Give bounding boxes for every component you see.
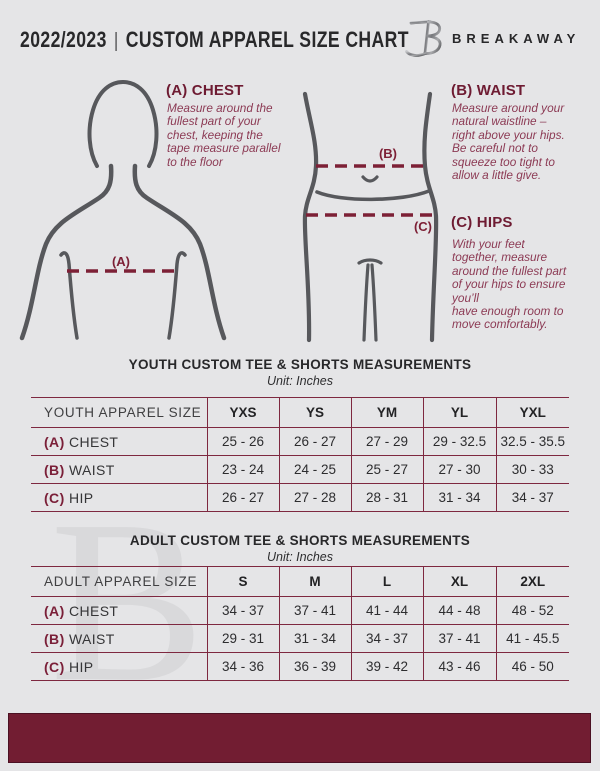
youth-size-table: YOUTH APPAREL SIZE YXS YS YM YL YXL (A) … <box>31 397 569 512</box>
row-label: (A) CHEST <box>31 427 207 456</box>
row-label: (C) HIP <box>31 483 207 512</box>
size-cell: 41 - 45.5 <box>495 624 569 653</box>
size-cell: 37 - 41 <box>422 624 496 653</box>
column-header: YS <box>278 397 351 428</box>
size-cell: 41 - 44 <box>350 596 423 625</box>
adult-header-row: ADULT APPAREL SIZE S M L XL 2XL <box>31 566 569 597</box>
column-header: 2XL <box>495 566 569 597</box>
breakaway-b-logo-icon <box>405 20 442 57</box>
hips-heading: (C) HIPS <box>451 214 513 231</box>
table-row-chest: (A) CHEST 25 - 26 26 - 27 27 - 29 29 - 3… <box>31 427 569 456</box>
size-cell: 26 - 27 <box>278 427 351 456</box>
column-header: M <box>278 566 351 597</box>
chest-figure-illustration: (A) <box>15 78 255 346</box>
youth-header-row: YOUTH APPAREL SIZE YXS YS YM YL YXL <box>31 397 569 428</box>
footer-accent-bar <box>8 713 591 763</box>
waist-heading: (B) WAIST <box>451 82 526 99</box>
size-cell: 44 - 48 <box>422 596 496 625</box>
size-cell: 37 - 41 <box>278 596 351 625</box>
size-cell: 23 - 24 <box>206 455 279 484</box>
column-header: ADULT APPAREL SIZE <box>31 566 207 597</box>
waist-marker-label: (B) <box>379 146 397 161</box>
adult-table-title: ADULT CUSTOM TEE & SHORTS MEASUREMENTS <box>129 533 471 548</box>
adult-size-table: ADULT APPAREL SIZE S M L XL 2XL (A) CHES… <box>31 566 569 681</box>
page-title-year: 2022/2023 <box>20 27 107 52</box>
brand-name: BREAKAWAY <box>452 31 581 46</box>
table-row-hip: (C) HIP 34 - 36 36 - 39 39 - 42 43 - 46 … <box>31 652 569 681</box>
size-cell: 48 - 52 <box>495 596 569 625</box>
column-header: YXL <box>495 397 569 428</box>
waist-instructions: Measure around your natural waistline – … <box>452 101 565 183</box>
size-cell: 34 - 37 <box>350 624 423 653</box>
size-cell: 31 - 34 <box>278 624 351 653</box>
table-row-waist: (B) WAIST 23 - 24 24 - 25 25 - 27 27 - 3… <box>31 455 569 484</box>
table-row-hip: (C) HIP 26 - 27 27 - 28 28 - 31 31 - 34 … <box>31 483 569 512</box>
column-header: XL <box>422 566 496 597</box>
size-cell: 43 - 46 <box>422 652 496 681</box>
column-header: S <box>206 566 279 597</box>
size-cell: 27 - 30 <box>422 455 496 484</box>
size-cell: 24 - 25 <box>278 455 351 484</box>
row-label: (C) HIP <box>31 652 207 681</box>
chest-instructions: Measure around the fullest part of your … <box>167 101 281 169</box>
chest-marker-label: (A) <box>112 254 130 269</box>
page-title: 2022/2023 | CUSTOM APPAREL SIZE CHART <box>20 27 409 53</box>
size-cell: 39 - 42 <box>350 652 423 681</box>
chest-heading: (A) CHEST <box>166 82 244 99</box>
waist-hips-figure-illustration: (B) (C) <box>295 78 445 346</box>
row-label: (A) CHEST <box>31 596 207 625</box>
column-header: L <box>350 566 423 597</box>
size-cell: 32.5 - 35.5 <box>495 427 569 456</box>
column-header: YOUTH APPAREL SIZE <box>31 397 207 428</box>
size-cell: 36 - 39 <box>278 652 351 681</box>
table-row-chest: (A) CHEST 34 - 37 37 - 41 41 - 44 44 - 4… <box>31 596 569 625</box>
size-cell: 29 - 32.5 <box>422 427 496 456</box>
size-cell: 26 - 27 <box>206 483 279 512</box>
size-cell: 27 - 29 <box>350 427 423 456</box>
column-header: YXS <box>206 397 279 428</box>
table-row-waist: (B) WAIST 29 - 31 31 - 34 34 - 37 37 - 4… <box>31 624 569 653</box>
column-header: YL <box>422 397 496 428</box>
size-cell: 27 - 28 <box>278 483 351 512</box>
size-cell: 34 - 36 <box>206 652 279 681</box>
size-cell: 46 - 50 <box>495 652 569 681</box>
size-cell: 25 - 27 <box>350 455 423 484</box>
column-header: YM <box>350 397 423 428</box>
hips-marker-label: (C) <box>414 219 432 234</box>
hips-instructions: With your feet together, measure around … <box>452 237 567 332</box>
size-cell: 31 - 34 <box>422 483 496 512</box>
size-cell: 28 - 31 <box>350 483 423 512</box>
size-cell: 30 - 33 <box>495 455 569 484</box>
adult-table-unit: Unit: Inches <box>266 550 333 564</box>
size-cell: 34 - 37 <box>495 483 569 512</box>
row-label: (B) WAIST <box>31 624 207 653</box>
size-cell: 34 - 37 <box>206 596 279 625</box>
page-title-text: CUSTOM APPAREL SIZE CHART <box>125 27 409 52</box>
youth-table-title: YOUTH CUSTOM TEE & SHORTS MEASUREMENTS <box>128 357 472 372</box>
size-cell: 29 - 31 <box>206 624 279 653</box>
title-separator: | <box>114 30 119 52</box>
size-cell: 25 - 26 <box>206 427 279 456</box>
youth-table-unit: Unit: Inches <box>266 374 333 388</box>
row-label: (B) WAIST <box>31 455 207 484</box>
